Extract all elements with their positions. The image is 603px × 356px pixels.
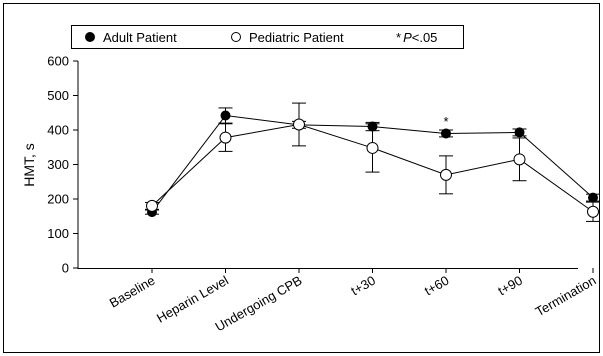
x-tick-label: Termination [533, 273, 599, 320]
data-point-pediatric [440, 168, 452, 181]
y-tick-label: 200 [47, 192, 69, 207]
legend-box [71, 25, 464, 49]
legend-label-pediatric: Pediatric Patient [249, 30, 344, 45]
x-tick-label: Baseline [107, 273, 158, 311]
data-point-pediatric [587, 205, 599, 218]
data-point-adult [367, 121, 378, 132]
x-tick-label: t+60 [422, 273, 452, 299]
y-tick-label: 500 [47, 88, 69, 103]
x-tick-label: t+90 [495, 273, 525, 299]
data-point-adult [441, 128, 451, 139]
legend-marker-filled [85, 32, 95, 42]
data-point-pediatric [513, 153, 526, 166]
y-axis-label: HMT, s [21, 143, 37, 187]
legend: Adult Patient Pediatric Patient * P<.05 [71, 25, 464, 49]
series-pediatric [145, 102, 600, 222]
data-point-adult [220, 110, 231, 121]
series-layer [145, 102, 600, 222]
y-tick-label: 100 [47, 226, 69, 241]
data-point-adult [514, 127, 525, 138]
data-point-pediatric [219, 131, 232, 144]
y-tick-label: 400 [47, 123, 69, 138]
y-tick-label: 600 [47, 54, 69, 69]
data-point-pediatric [146, 199, 158, 212]
y-ticks: 0 100 200 300 400 500 600 [47, 54, 78, 276]
x-tick-label: t+30 [348, 273, 378, 299]
legend-marker-open [231, 32, 241, 42]
legend-significance-note: * P<.05 [396, 30, 437, 45]
data-point-pediatric [293, 118, 305, 131]
data-point-adult [588, 192, 598, 203]
annotation-layer: * [443, 114, 448, 129]
data-point-pediatric [366, 141, 379, 154]
y-tick-label: 0 [62, 261, 69, 276]
y-tick-label: 300 [47, 157, 69, 172]
legend-label-adult: Adult Patient [103, 30, 177, 45]
figure-border [3, 3, 600, 353]
significance-marker: * [443, 114, 448, 129]
